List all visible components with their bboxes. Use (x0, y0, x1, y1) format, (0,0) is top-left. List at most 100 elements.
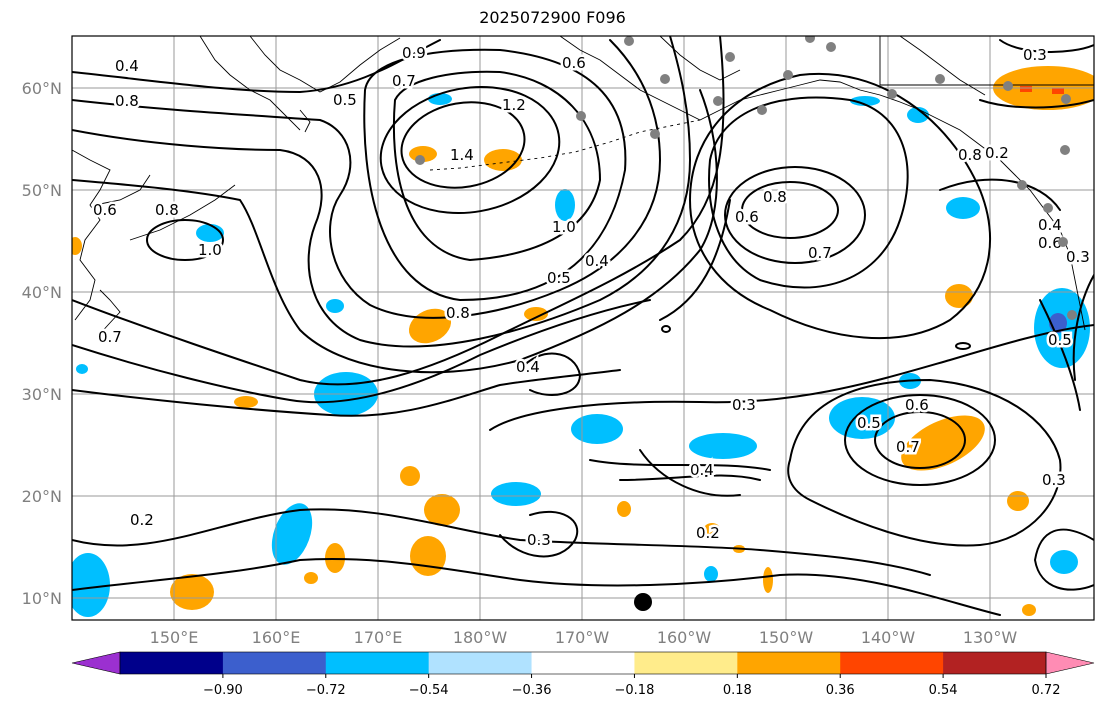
contour-line (499, 510, 579, 558)
contour-label: 1.2 (502, 96, 526, 114)
contour-line (689, 72, 991, 340)
contour-line (72, 39, 441, 93)
contour-label: 0.5 (333, 91, 357, 109)
map-frame (71, 35, 1095, 621)
contour-line (1072, 274, 1094, 381)
anomaly-patch (850, 96, 880, 106)
contour-line (979, 99, 1094, 109)
anomaly-patch (1020, 86, 1032, 92)
anomaly-patch (428, 93, 452, 105)
contour-label: 0.2 (985, 144, 1009, 162)
lon-label: 160°E (252, 628, 301, 647)
contour-label: 0.4 (516, 358, 540, 376)
contour-line (659, 199, 731, 321)
colorbar-frame (119, 651, 1047, 675)
station-marker (757, 105, 767, 115)
contour-line (661, 325, 671, 333)
contour-line (146, 219, 224, 261)
station-marker (1061, 94, 1071, 104)
map-title: 2025072900 F096 (479, 8, 626, 27)
contour-label: 0.4 (690, 461, 714, 479)
colorbar-tick-label: 0.54 (929, 683, 958, 698)
anomaly-patch (763, 567, 773, 593)
colorbar-tick-label: −0.90 (203, 683, 243, 698)
contour-label: 0.5 (547, 269, 571, 287)
contour-label: 1.0 (552, 218, 576, 236)
colorbar-segment (943, 652, 1047, 674)
lon-label: 180°W (453, 628, 508, 647)
station-marker (1003, 81, 1013, 91)
contour-line (589, 459, 771, 471)
storm-center-marker (634, 593, 652, 611)
map-area: 0.4 0.8 0.5 0.7 0.9 1.2 1.4 0.6 0.8 1.0 … (72, 36, 1094, 620)
contour-line (955, 342, 971, 350)
longitude-labels: 150°E 160°E 170°E 180°W 170°W 160°W 150°… (150, 628, 1018, 647)
contour-line (619, 474, 761, 481)
colorbar-tick-label: 0.72 (1032, 683, 1061, 698)
colorbar-segment (737, 652, 841, 674)
colorbar-tick-label: −0.72 (306, 683, 346, 698)
anomaly-patch (170, 574, 214, 610)
contour-label: 0.8 (763, 188, 787, 206)
anomaly-patch (571, 414, 623, 444)
contour-line (874, 411, 966, 469)
anomaly-patch (76, 364, 88, 374)
contour-line (999, 39, 1094, 53)
contour-line (741, 181, 839, 239)
station-marker (1060, 145, 1070, 155)
colorbar-tick-label: −0.36 (512, 683, 552, 698)
latitude-labels: 60°N 50°N 40°N 30°N 20°N 10°N (22, 79, 62, 608)
anomaly-patch (689, 433, 757, 459)
contour-label: 0.6 (562, 54, 586, 72)
lat-label: 30°N (22, 385, 62, 404)
contour-label: 0.5 (1048, 331, 1072, 349)
anomaly-patch (271, 503, 313, 565)
lon-label: 140°W (861, 628, 916, 647)
contour-label: 0.3 (1023, 46, 1047, 64)
contour-label: 0.3 (527, 531, 551, 549)
contour-line (72, 558, 1001, 616)
contour-lines (72, 36, 1094, 616)
anomaly-patch (617, 501, 631, 517)
station-marker (415, 155, 425, 165)
anomaly-patch (400, 466, 420, 486)
colorbar: −0.90 −0.72 −0.54 −0.36 −0.18 0.18 0.36 0.54 0.7… (71, 651, 1095, 698)
station-marker (1067, 310, 1077, 320)
colorbar-segments (71, 651, 1095, 675)
colorbar-segment (428, 652, 533, 674)
contour-line (72, 369, 621, 417)
colorbar-segment (531, 652, 635, 674)
anomaly-patch (704, 566, 718, 582)
lon-label: 150°E (150, 628, 199, 647)
lon-label: 170°E (354, 628, 403, 647)
contour-line (939, 178, 1061, 211)
graticule (72, 36, 1094, 620)
anomaly-patch (946, 197, 980, 219)
contour-line (72, 89, 718, 374)
contour-labels: 0.4 0.8 0.5 0.7 0.9 1.2 1.4 0.6 0.8 1.0 … (91, 42, 1093, 552)
station-marker (1058, 237, 1068, 247)
contour-label: 0.6 (93, 201, 117, 219)
station-marker (935, 74, 945, 84)
contour-line (1034, 528, 1094, 591)
colorbar-tick-label: 0.18 (723, 683, 752, 698)
lon-label: 170°W (555, 628, 610, 647)
anomaly-patch (555, 189, 575, 221)
colorbar-extend-max (1045, 651, 1095, 675)
colorbar-segment (325, 652, 430, 674)
anomaly-patch (326, 299, 344, 313)
station-marker (1043, 203, 1053, 213)
colorbar-segment (120, 652, 224, 674)
station-marker (725, 52, 735, 62)
contour-label: 0.8 (115, 92, 139, 110)
station-marker (1017, 180, 1027, 190)
anomaly-patch (1022, 604, 1036, 616)
station-markers (415, 36, 1077, 320)
anomaly-patch (945, 284, 973, 308)
contour-label: 0.2 (130, 511, 154, 529)
contour-line (639, 449, 741, 497)
contour-label: 0.7 (896, 438, 920, 456)
contour-label: 0.4 (115, 57, 139, 75)
station-marker (650, 129, 660, 139)
